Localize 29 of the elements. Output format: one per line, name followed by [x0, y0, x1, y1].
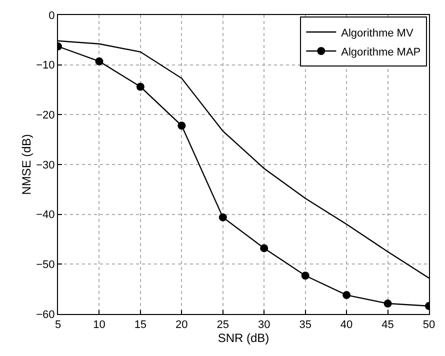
y-tick-label: −60	[36, 308, 55, 321]
y-axis-title: NMSE (dB)	[19, 134, 34, 195]
x-tick-label: 35	[299, 319, 312, 332]
y-tick-label: −30	[36, 159, 55, 172]
x-tick-label: 50	[422, 319, 436, 332]
y-tick-label: 0	[48, 10, 55, 22]
x-tick-label: 25	[216, 319, 230, 332]
point	[178, 122, 186, 130]
legend-label: Algorithme MV	[341, 27, 414, 40]
x-tick-label: 45	[382, 319, 394, 332]
y-tick-label: −20	[36, 110, 55, 122]
point	[260, 244, 268, 252]
legend-label: Algorithme MAP	[341, 46, 421, 58]
x-tick-label: 15	[134, 319, 147, 332]
x-tick-label: 40	[340, 319, 353, 332]
x-tick-label: 10	[93, 319, 106, 332]
point	[384, 300, 392, 308]
y-tick-label: −50	[36, 259, 55, 272]
x-tick-label: 30	[258, 319, 270, 332]
y-tick-label: −40	[36, 209, 55, 222]
y-tick-label: −10	[36, 60, 55, 72]
x-tick-label: 5	[54, 319, 62, 332]
point	[301, 272, 310, 280]
point	[342, 291, 351, 300]
point	[95, 57, 104, 66]
point	[218, 213, 227, 222]
point	[136, 82, 144, 91]
x-tick-label: 20	[176, 319, 188, 332]
x-axis-title: SNR (dB)	[218, 331, 270, 346]
